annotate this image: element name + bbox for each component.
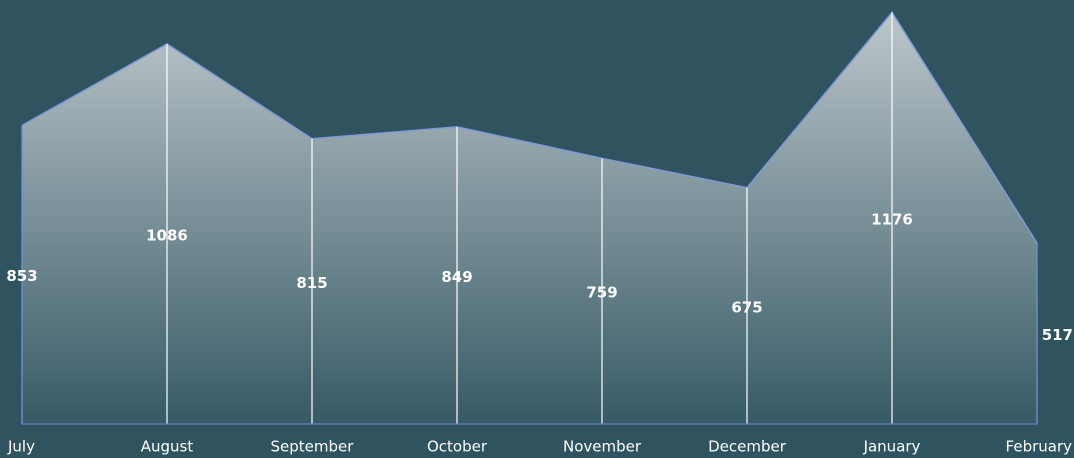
x-tick-label: November <box>563 438 642 456</box>
data-label: 853 <box>6 267 37 285</box>
area-outline <box>21 11 1038 244</box>
data-label: 1176 <box>871 211 913 229</box>
x-tick-label: September <box>271 438 355 456</box>
data-label: 815 <box>296 274 327 292</box>
x-tick-label: October <box>427 438 488 456</box>
data-label: 1086 <box>146 226 188 244</box>
data-label: 849 <box>441 268 472 286</box>
data-label: 675 <box>731 298 762 316</box>
data-label: 517 <box>1042 326 1073 344</box>
axis-frame <box>21 125 1038 425</box>
x-tick-label: January <box>863 438 921 456</box>
data-label: 759 <box>586 284 617 302</box>
x-tick-label: February <box>1006 438 1073 456</box>
x-tick-label: July <box>7 438 35 456</box>
x-tick-label: December <box>708 438 787 456</box>
x-tick-label: August <box>141 438 194 456</box>
